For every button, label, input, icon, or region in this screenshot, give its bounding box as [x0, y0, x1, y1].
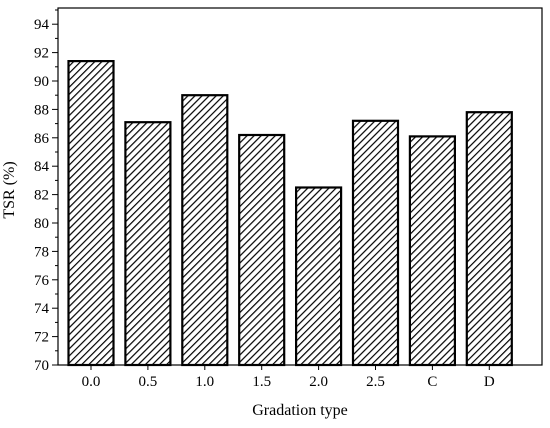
y-tick-label: 90: [34, 74, 49, 90]
bar-D: [465, 111, 513, 367]
y-tick-label: 78: [34, 244, 49, 260]
y-tick-label: 84: [34, 159, 50, 175]
x-tick-label: 1.5: [252, 374, 271, 390]
y-tick-label: 82: [34, 188, 49, 204]
x-tick-label: 0.5: [139, 374, 158, 390]
x-tick-label: 2.0: [309, 374, 328, 390]
bars-group: [67, 59, 513, 367]
y-tick-label: 86: [34, 131, 50, 147]
x-tick-label: D: [484, 374, 495, 390]
y-tick-label: 92: [34, 46, 49, 62]
bar-C: [408, 135, 456, 367]
y-tick-label: 70: [34, 358, 49, 374]
x-tick-label: 1.0: [195, 374, 214, 390]
bar-1.0: [181, 94, 229, 367]
y-tick-label: 72: [34, 330, 49, 346]
x-tick-label: 0.0: [82, 374, 101, 390]
bar-0.0: [67, 59, 115, 367]
bar-1.5: [238, 133, 286, 367]
bar-0.5: [124, 121, 172, 367]
x-axis: 0.0 0.5 1.0 1.5 2.0 2.5 C D: [82, 365, 495, 390]
x-tick-label: 2.5: [366, 374, 385, 390]
y-tick-label: 94: [34, 17, 50, 33]
y-tick-label: 76: [34, 273, 50, 289]
x-tick-label: C: [427, 374, 437, 390]
x-axis-title: Gradation type: [252, 402, 348, 419]
bar-2.5: [351, 119, 400, 367]
y-axis-title: TSR (%): [1, 161, 18, 218]
y-axis: 70 72 74 76 78 80 82 84 86 88 90 92 94: [34, 9, 58, 374]
y-tick-label: 74: [34, 301, 50, 317]
bar-2.0: [295, 186, 343, 367]
y-tick-label: 80: [34, 216, 49, 232]
y-tick-label: 88: [34, 102, 49, 118]
